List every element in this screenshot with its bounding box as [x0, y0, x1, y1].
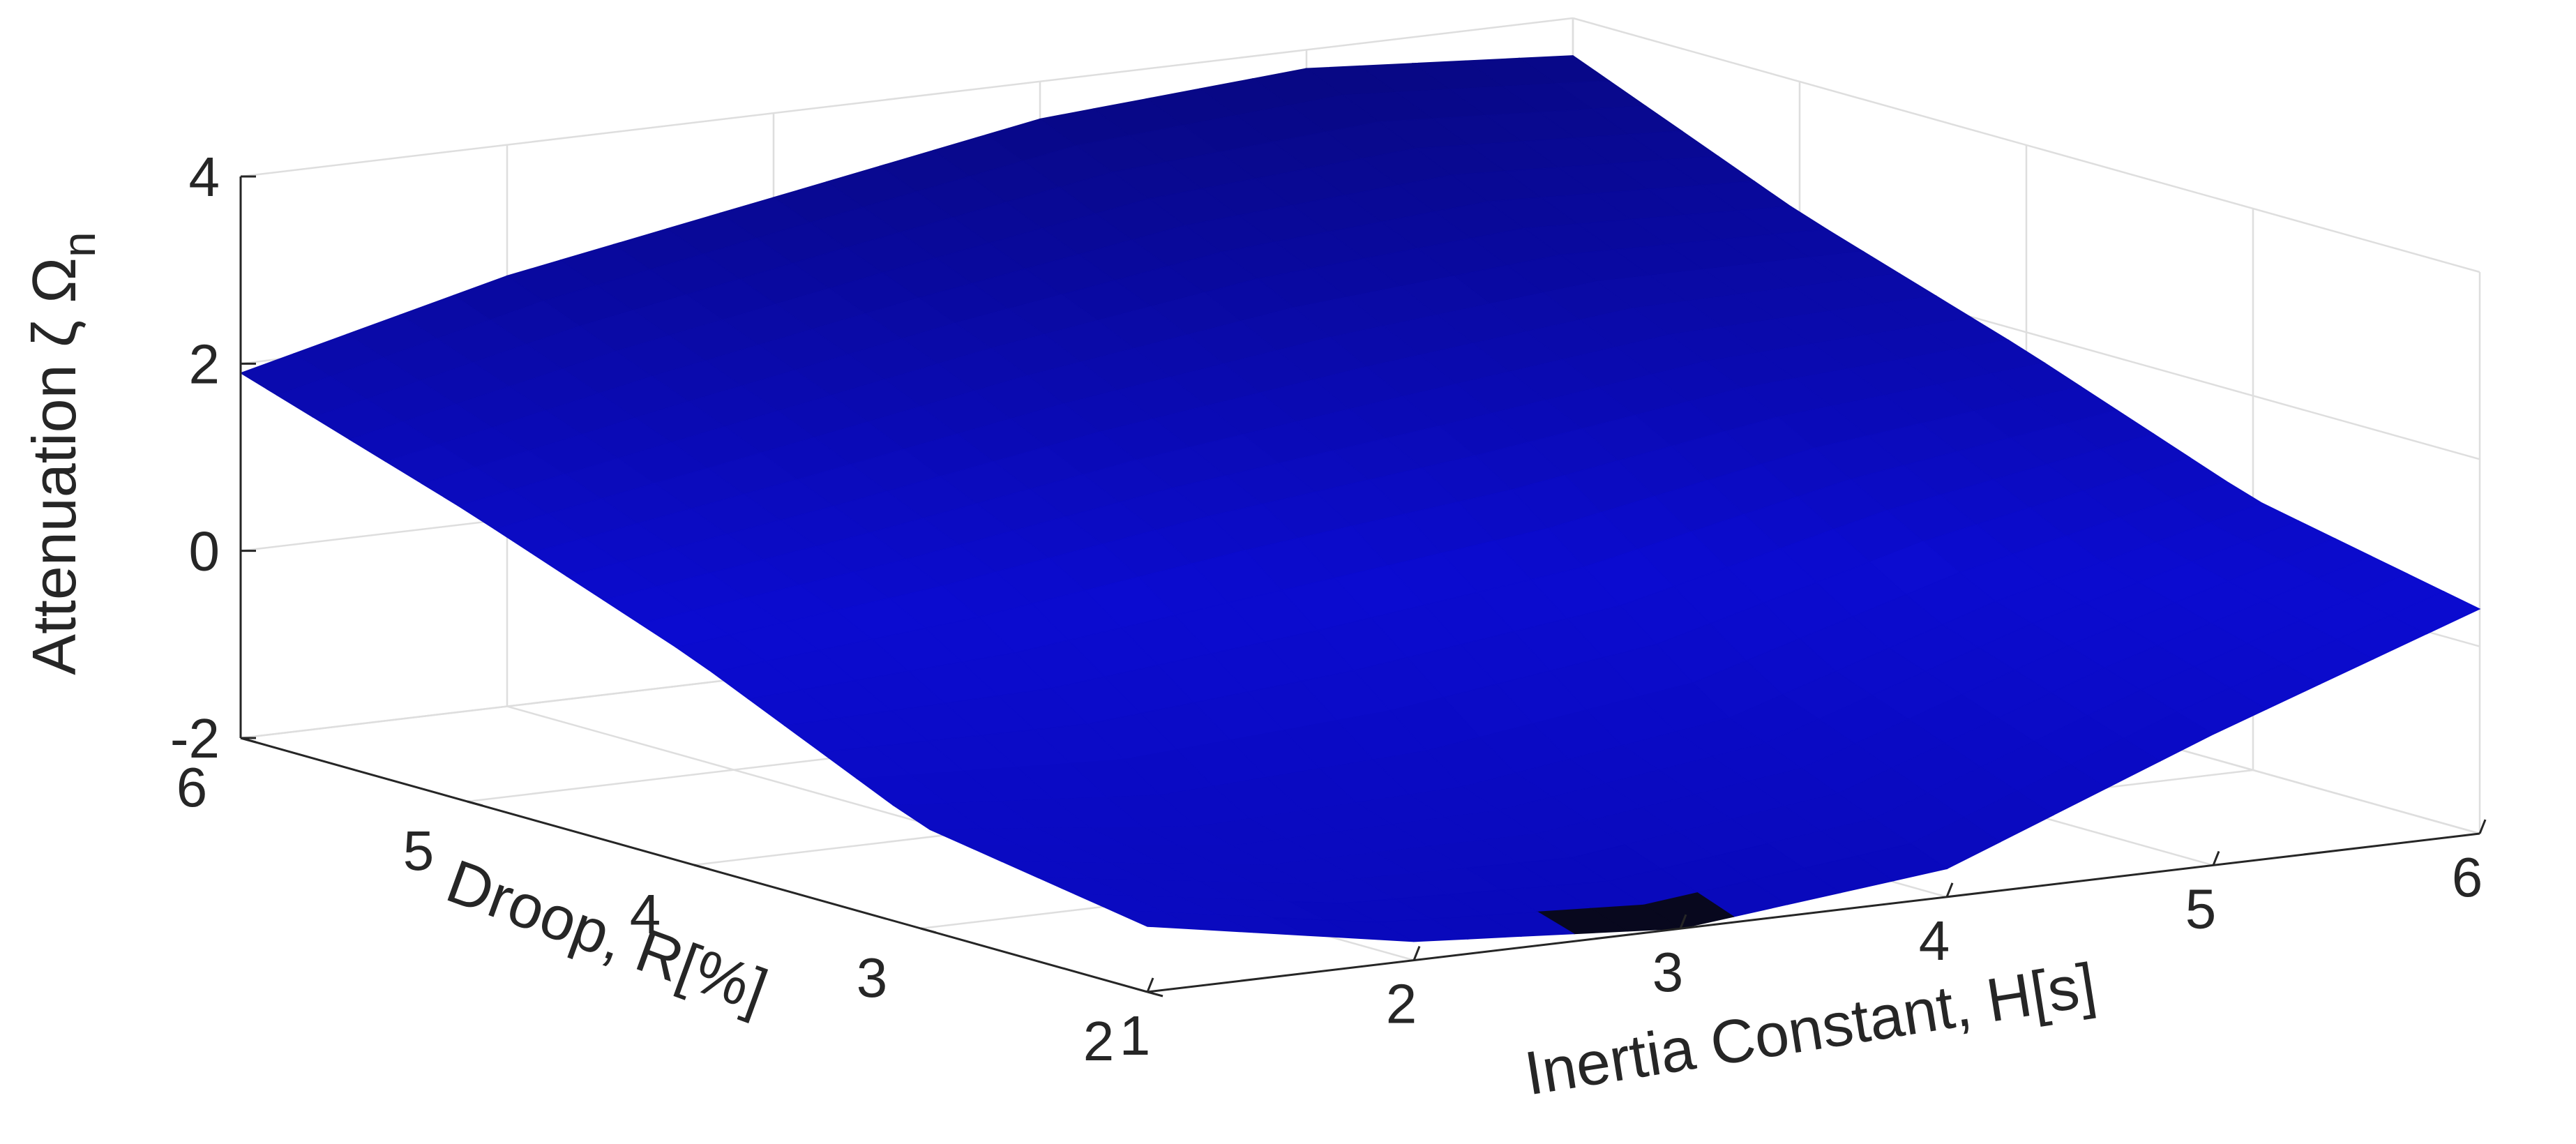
y-tick-mark [467, 800, 483, 807]
z-tick-label: -2 [170, 707, 220, 769]
x-tick-label: 4 [1919, 910, 1950, 972]
y-tick-mark [693, 864, 710, 871]
axis-layer [239, 175, 2487, 998]
x-tick-label: 6 [2452, 846, 2483, 908]
y-tick-label: 5 [403, 820, 435, 882]
grid-line [1572, 17, 2480, 273]
x-tick-mark [1945, 882, 1954, 898]
y-tick-label: 4 [630, 883, 661, 945]
x-tick-mark [1679, 914, 1687, 929]
x-tick-label: 3 [1652, 941, 1684, 1003]
x-tick-label: 1 [1120, 1004, 1151, 1067]
x-tick-mark [2478, 819, 2487, 834]
y-tick-mark [920, 927, 937, 934]
surface-layer [239, 55, 2481, 942]
x-tick-mark [2212, 850, 2220, 866]
y-tick-label: 3 [857, 947, 888, 1009]
z-tick-label: 0 [189, 520, 220, 582]
z-tick-label: 4 [189, 146, 220, 208]
grid-line [240, 17, 1574, 178]
x-tick-label: 2 [1386, 973, 1417, 1035]
z-axis-label-sub: n [53, 232, 105, 257]
z-axis-label-main: Attenuation ζ Ω [20, 257, 89, 675]
x-tick-mark [1146, 977, 1154, 993]
surface-patch [1110, 910, 1201, 930]
z-tick-label: 2 [189, 333, 220, 395]
x-tick-label: 5 [2185, 878, 2217, 940]
x-tick-mark [1413, 946, 1421, 961]
y-tick-label: 6 [176, 756, 208, 818]
svg-text:Attenuation ζ Ωn: Attenuation ζ Ωn [20, 232, 105, 675]
x-axis-line [1147, 832, 2480, 993]
y-tick-mark [1147, 991, 1163, 998]
x-axis-label: Inertia Constant, H[s] [1520, 949, 2100, 1108]
y-tick-label: 2 [1083, 1010, 1115, 1072]
z-axis-label: Attenuation ζ Ωn [20, 232, 105, 675]
